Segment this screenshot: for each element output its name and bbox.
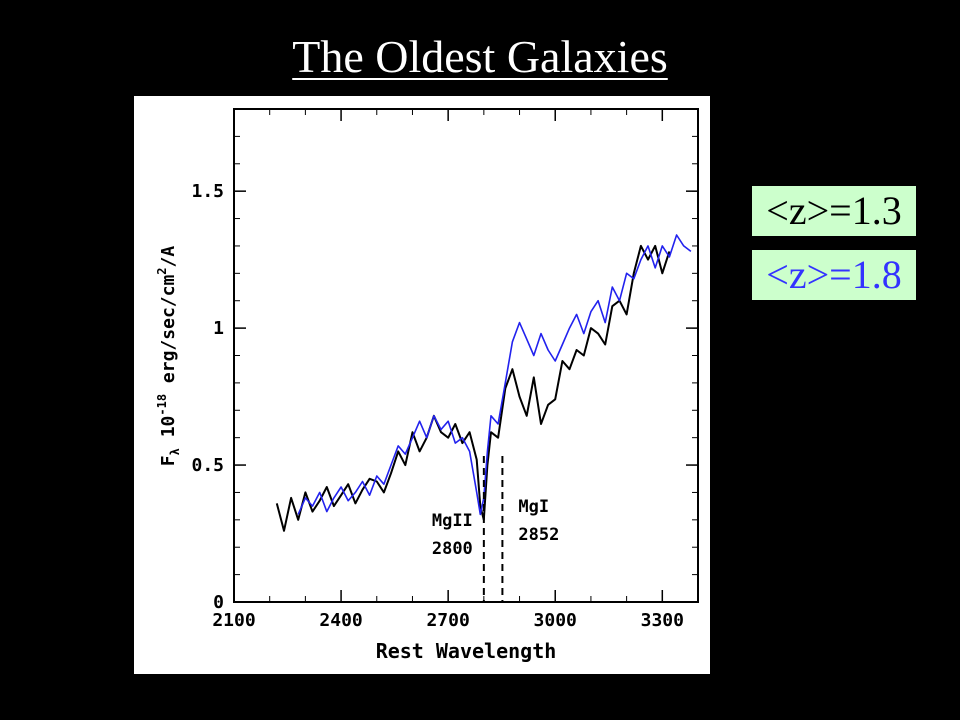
legend-entry-z18: <z>=1.8 [752, 250, 916, 300]
x-axis-ticks: 2100 2400 2700 3000 3300 [212, 109, 684, 631]
spectrum-chart-panel: 0 0.5 1 1.5 2100 2400 2700 3000 3300 MgII 2800 Mg… [134, 96, 710, 674]
y-tick-label: 1.5 [191, 181, 224, 202]
series-group [275, 234, 692, 532]
y-tick-label: 1 [213, 318, 224, 339]
annotation-value: 2800 [432, 539, 473, 559]
annotation-group: MgII 2800 MgI 2852 [432, 456, 559, 602]
y-tick-label: 0.5 [191, 455, 224, 476]
spectrum-chart: 00.511.5 2100 2400 2700 3000 3300 MgII2800Mg… [155, 108, 699, 663]
y-label-units-tail: /A [158, 246, 179, 268]
x-tick-label: 2700 [426, 610, 469, 631]
y-label-units-exp: 2 [155, 267, 169, 274]
y-label-factor: 10 [158, 416, 179, 438]
y-label-units: erg/sec/cm [158, 275, 179, 384]
x-axis-label: Rest Wavelength [376, 639, 557, 663]
slide-title: The Oldest Galaxies [292, 31, 668, 82]
y-label-sub: λ [168, 448, 182, 455]
x-tick-label: 3300 [641, 610, 684, 631]
annotation-label: MgI [518, 497, 549, 517]
annotation-label: MgII [432, 511, 473, 531]
x-tick-label: 2400 [319, 610, 362, 631]
x-tick-label: 2100 [212, 610, 255, 631]
y-label-main: F [158, 455, 179, 466]
y-label-exp: -18 [155, 394, 169, 416]
x-tick-label: 3000 [534, 610, 577, 631]
y-axis-ticks: 0 0.5 1 1.5 [191, 135, 698, 613]
y-label-space [158, 437, 179, 448]
series-line-z13 [275, 244, 671, 532]
y-tick-label: 0 [213, 592, 224, 613]
annotation-value: 2852 [518, 525, 559, 545]
y-axis-label: Fλ 10-18 erg/sec/cm2/A [155, 246, 182, 467]
series-line-z18 [297, 234, 692, 516]
y-label-space-2 [158, 383, 179, 394]
legend-entry-z13: <z>=1.3 [752, 186, 916, 236]
